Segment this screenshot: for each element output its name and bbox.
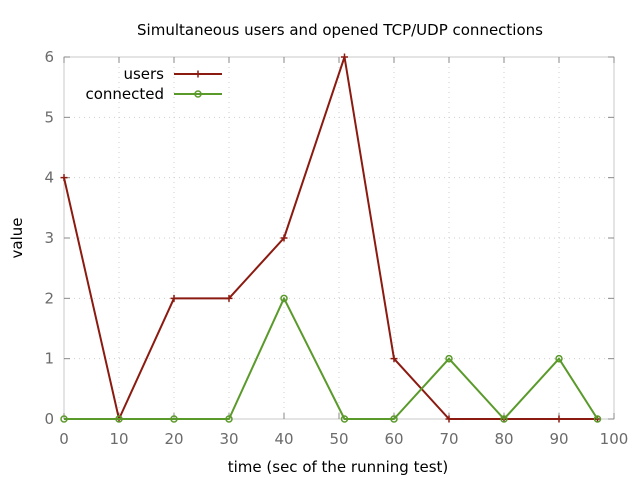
data-point <box>115 415 123 423</box>
data-point <box>555 354 563 363</box>
y-tick-label: 1 <box>44 350 54 368</box>
x-tick-label: 10 <box>109 430 128 448</box>
series-line <box>64 297 599 420</box>
x-tick-label: 100 <box>600 430 629 448</box>
x-axis-label: time (sec of the running test) <box>228 458 449 476</box>
data-point <box>170 415 178 423</box>
data-point <box>445 415 453 423</box>
y-tick-label: 3 <box>44 229 54 247</box>
x-tick-label: 80 <box>494 430 513 448</box>
x-tick-label: 70 <box>439 430 458 448</box>
y-axis-label: value <box>8 218 26 259</box>
y-tick-label: 0 <box>44 410 54 428</box>
x-tick-label: 50 <box>329 430 348 448</box>
x-tick-label: 0 <box>59 430 69 448</box>
data-point <box>60 174 68 182</box>
data-point <box>225 294 233 302</box>
data-point <box>225 415 233 423</box>
series-group <box>60 53 602 423</box>
x-tick-label: 60 <box>384 430 403 448</box>
y-tick-label: 6 <box>44 48 54 66</box>
data-point <box>341 53 348 61</box>
data-point <box>390 415 398 423</box>
series-connected <box>60 294 602 423</box>
y-tick-label: 5 <box>44 108 54 126</box>
data-point <box>445 354 453 363</box>
data-point <box>555 415 563 423</box>
x-tick-label: 40 <box>274 430 293 448</box>
x-tick-label: 30 <box>219 430 238 448</box>
data-point <box>60 415 68 423</box>
data-point <box>170 294 178 302</box>
data-point <box>390 355 398 363</box>
axis-ticks: 0 10 20 30 40 50 60 70 80 90 100 0 1 2 3 4 5 6 <box>44 48 628 448</box>
x-tick-label: 90 <box>549 430 568 448</box>
y-tick-label: 4 <box>44 169 54 187</box>
legend-entry: users <box>123 65 222 83</box>
chart-title: Simultaneous users and opened TCP/UDP co… <box>137 21 543 39</box>
data-point <box>593 415 602 423</box>
legend-marker <box>194 90 202 98</box>
data-point <box>280 234 288 242</box>
legend: users connected <box>85 65 222 103</box>
data-point <box>280 294 288 303</box>
legend-entry: connected <box>85 85 222 103</box>
y-tick-label: 2 <box>44 289 54 307</box>
data-point <box>340 415 349 423</box>
legend-label: connected <box>85 85 164 103</box>
legend-marker <box>194 70 202 78</box>
x-tick-label: 20 <box>164 430 183 448</box>
legend-label: users <box>123 65 164 83</box>
grid <box>64 57 614 419</box>
data-point <box>500 415 508 423</box>
